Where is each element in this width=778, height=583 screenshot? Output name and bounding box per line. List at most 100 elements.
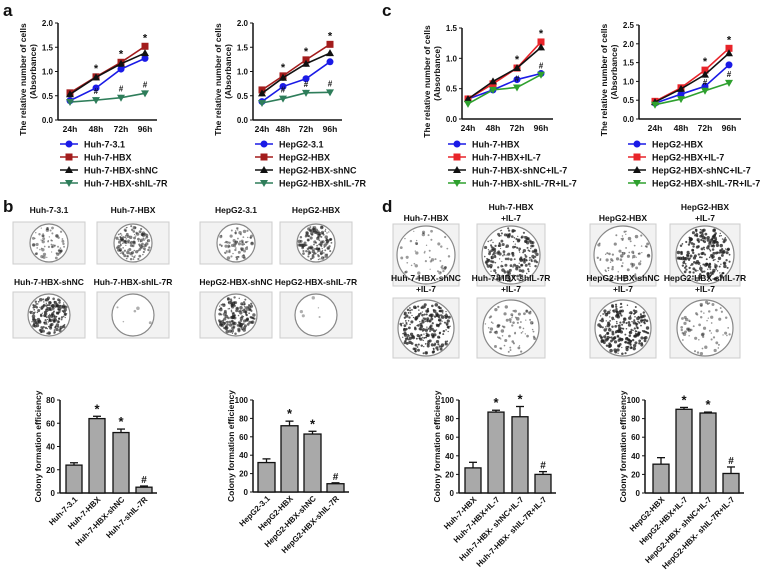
colony-dot bbox=[36, 247, 39, 249]
colony-dot bbox=[632, 321, 637, 325]
x-tick-label: 72h bbox=[114, 124, 129, 134]
colony-dot bbox=[611, 253, 614, 256]
colony-dot bbox=[307, 252, 310, 256]
colony-dot bbox=[507, 350, 510, 353]
colony-dot bbox=[423, 251, 426, 254]
colony-plate-label: +IL-7 bbox=[695, 213, 715, 223]
colony-dot bbox=[438, 345, 442, 348]
triangle-marker bbox=[141, 49, 149, 57]
colony-dot bbox=[518, 269, 522, 273]
colony-dot bbox=[620, 309, 624, 313]
colony-dot bbox=[497, 336, 499, 338]
colony-dot bbox=[57, 236, 60, 239]
colony-dot bbox=[232, 252, 234, 255]
colony-dot bbox=[415, 242, 418, 246]
colony-dot bbox=[728, 253, 731, 256]
colony-dot bbox=[724, 331, 728, 335]
colony-dot bbox=[597, 323, 601, 327]
colony-plate-label: HepG2-HBX-shIL-7R bbox=[275, 277, 357, 287]
colony-dot bbox=[628, 331, 631, 334]
colony-dot bbox=[698, 273, 702, 276]
panel-label-c: c bbox=[382, 1, 391, 20]
colony-dot bbox=[135, 231, 138, 235]
colony-dot bbox=[302, 249, 305, 253]
y-tick-label: 0.0 bbox=[446, 115, 458, 124]
x-tick-label: 48h bbox=[89, 124, 104, 134]
y-tick-label: 0.0 bbox=[623, 115, 635, 124]
colony-dot bbox=[702, 335, 705, 339]
colony-dot bbox=[638, 342, 641, 345]
colony-dot bbox=[35, 303, 38, 305]
colony-dot bbox=[639, 331, 642, 334]
bar bbox=[487, 411, 505, 494]
colony-dot bbox=[704, 300, 709, 304]
colony-dot bbox=[605, 334, 607, 336]
legend-label: Huh-7-HBX bbox=[472, 140, 520, 150]
colony-dot bbox=[634, 273, 637, 276]
colony-plate-label: HepG2-3.1 bbox=[215, 205, 257, 215]
series-Huh-7-3.1 bbox=[66, 54, 149, 105]
colony-dot bbox=[642, 311, 645, 314]
colony-dot bbox=[614, 303, 618, 306]
colony-dot bbox=[129, 258, 133, 261]
colony-dot bbox=[633, 244, 636, 247]
colony-well bbox=[294, 293, 338, 337]
colony-dot bbox=[532, 330, 535, 333]
colony-dot bbox=[529, 321, 534, 325]
colony-dot bbox=[512, 342, 515, 345]
colony-dot bbox=[626, 254, 630, 258]
colony-dot bbox=[245, 306, 249, 310]
y-tick-label: 60 bbox=[46, 419, 55, 428]
y-tick-label: 80 bbox=[239, 414, 248, 423]
colony-dot bbox=[321, 240, 325, 244]
colony-dot bbox=[438, 310, 441, 313]
colony-dot bbox=[301, 243, 305, 248]
series-Huh-7-HBX-shIL-7R+IL-7 bbox=[464, 71, 545, 108]
colony-dot bbox=[618, 249, 622, 253]
colony-dot bbox=[604, 338, 608, 342]
colony-dot bbox=[616, 334, 620, 338]
colony-dot bbox=[317, 253, 319, 256]
colony-dot bbox=[227, 244, 231, 248]
colony-dot bbox=[611, 325, 614, 328]
colony-dot bbox=[41, 248, 45, 252]
colony-dot bbox=[615, 320, 618, 323]
colony-dot bbox=[430, 229, 433, 233]
colony-dot bbox=[329, 237, 333, 241]
colony-dot bbox=[425, 309, 429, 313]
colony-dot bbox=[702, 239, 705, 242]
y-tick-label: 0 bbox=[450, 489, 455, 498]
colony-dot bbox=[692, 271, 695, 274]
colony-dot bbox=[496, 275, 499, 278]
colony-dot bbox=[613, 242, 617, 246]
colony-well bbox=[396, 225, 456, 285]
colony-dot bbox=[626, 268, 630, 272]
colony-dot bbox=[245, 240, 248, 244]
colony-dot bbox=[408, 335, 410, 337]
colony-dot bbox=[444, 266, 447, 269]
colony-dot bbox=[414, 343, 418, 347]
colony-dot bbox=[42, 252, 47, 257]
significance-star: * bbox=[304, 46, 309, 58]
colony-dot bbox=[39, 248, 41, 251]
triangle-down-marker bbox=[117, 94, 125, 102]
colony-dot bbox=[253, 317, 256, 320]
colony-dot bbox=[125, 257, 128, 260]
colony-dot bbox=[628, 316, 632, 320]
colony-dot bbox=[509, 349, 512, 352]
colony-dot bbox=[717, 256, 722, 261]
colony-dot bbox=[715, 341, 719, 345]
colony-dot bbox=[528, 259, 531, 261]
colony-dot bbox=[321, 249, 324, 252]
colony-dot bbox=[403, 341, 407, 345]
legend-label: HepG2-HBX bbox=[652, 140, 703, 150]
colony-dot bbox=[34, 300, 38, 303]
significance-marker: * bbox=[310, 416, 316, 431]
colony-dot bbox=[617, 344, 621, 348]
y-tick-label: 0 bbox=[244, 488, 249, 497]
circle-marker bbox=[92, 84, 100, 92]
colony-dot bbox=[417, 271, 421, 275]
colony-dot bbox=[611, 337, 615, 341]
legend-label: Huh-7-HBX-shNC+IL-7 bbox=[472, 166, 567, 176]
colony-dot bbox=[415, 251, 419, 255]
